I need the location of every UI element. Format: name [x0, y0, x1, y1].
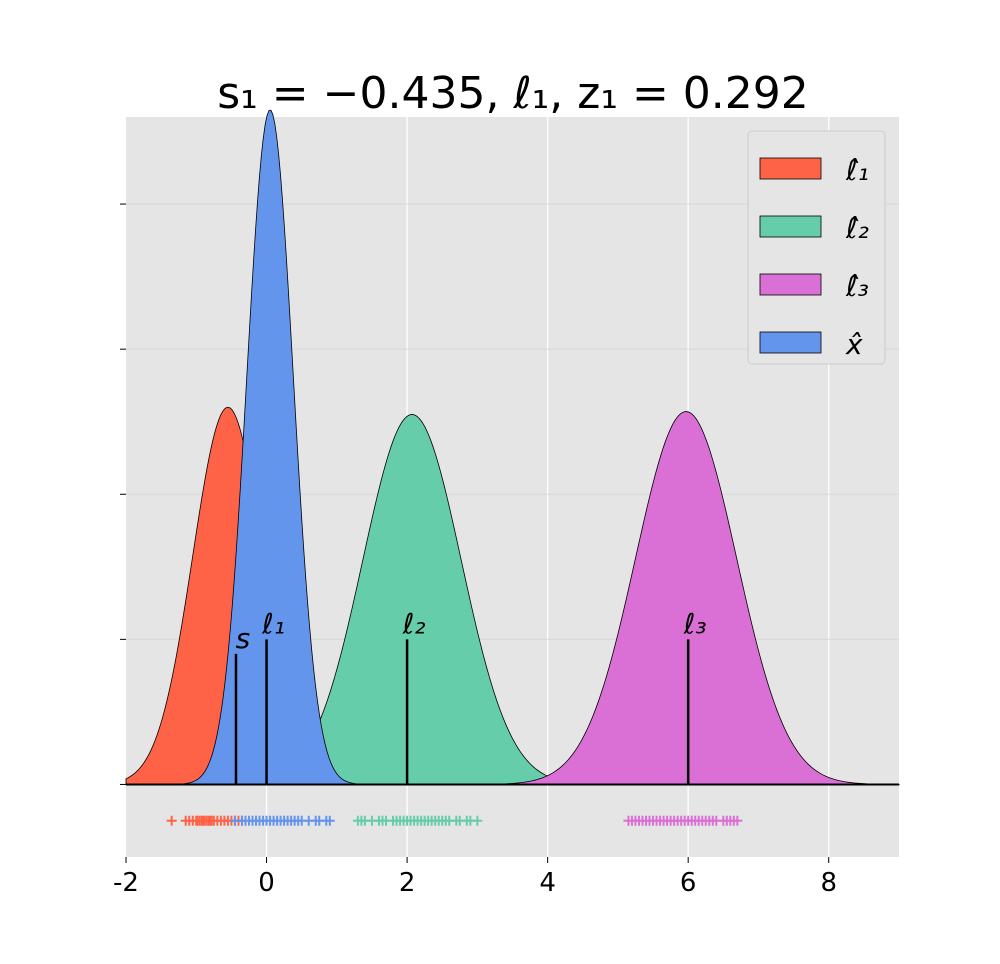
legend: ℓ̂₁ ℓ̂₂ ℓ̂₃ x̂	[747, 130, 886, 365]
marker-label: ℓ₁	[261, 607, 285, 640]
chart-title: s₁ = −0.435, ℓ₁, z₁ = 0.292	[217, 68, 809, 119]
marker-label: s	[236, 622, 251, 655]
x-tick-label: 8	[820, 868, 837, 898]
x-tick-label: 0	[258, 868, 275, 898]
x-tick-label: 4	[539, 868, 556, 898]
legend-swatch	[759, 273, 822, 296]
legend-swatch	[759, 157, 822, 180]
rug-mark	[166, 815, 177, 826]
legend-label: x̂	[845, 328, 863, 361]
markers: s ℓ₁ ℓ₂ ℓ₃	[234, 607, 707, 785]
legend-label: ℓ̂₁	[845, 154, 869, 187]
rug-mark	[732, 815, 743, 826]
legend-box	[747, 130, 886, 365]
marker-label: ℓ₃	[683, 607, 707, 640]
legend-label: ℓ̂₂	[845, 212, 869, 245]
legend-label: ℓ̂₃	[845, 270, 869, 303]
rug-mark	[472, 815, 483, 826]
x-tick-label: -2	[113, 868, 139, 898]
legend-swatch	[759, 215, 822, 238]
x-tick-label: 6	[680, 868, 697, 898]
legend-swatch	[759, 331, 822, 354]
rug-mark	[324, 815, 335, 826]
axes: -2 0 2 4 6 8	[113, 203, 837, 898]
x-tick-label: 2	[399, 868, 416, 898]
marker-label: ℓ₂	[402, 607, 426, 640]
rug-plot	[166, 815, 743, 826]
